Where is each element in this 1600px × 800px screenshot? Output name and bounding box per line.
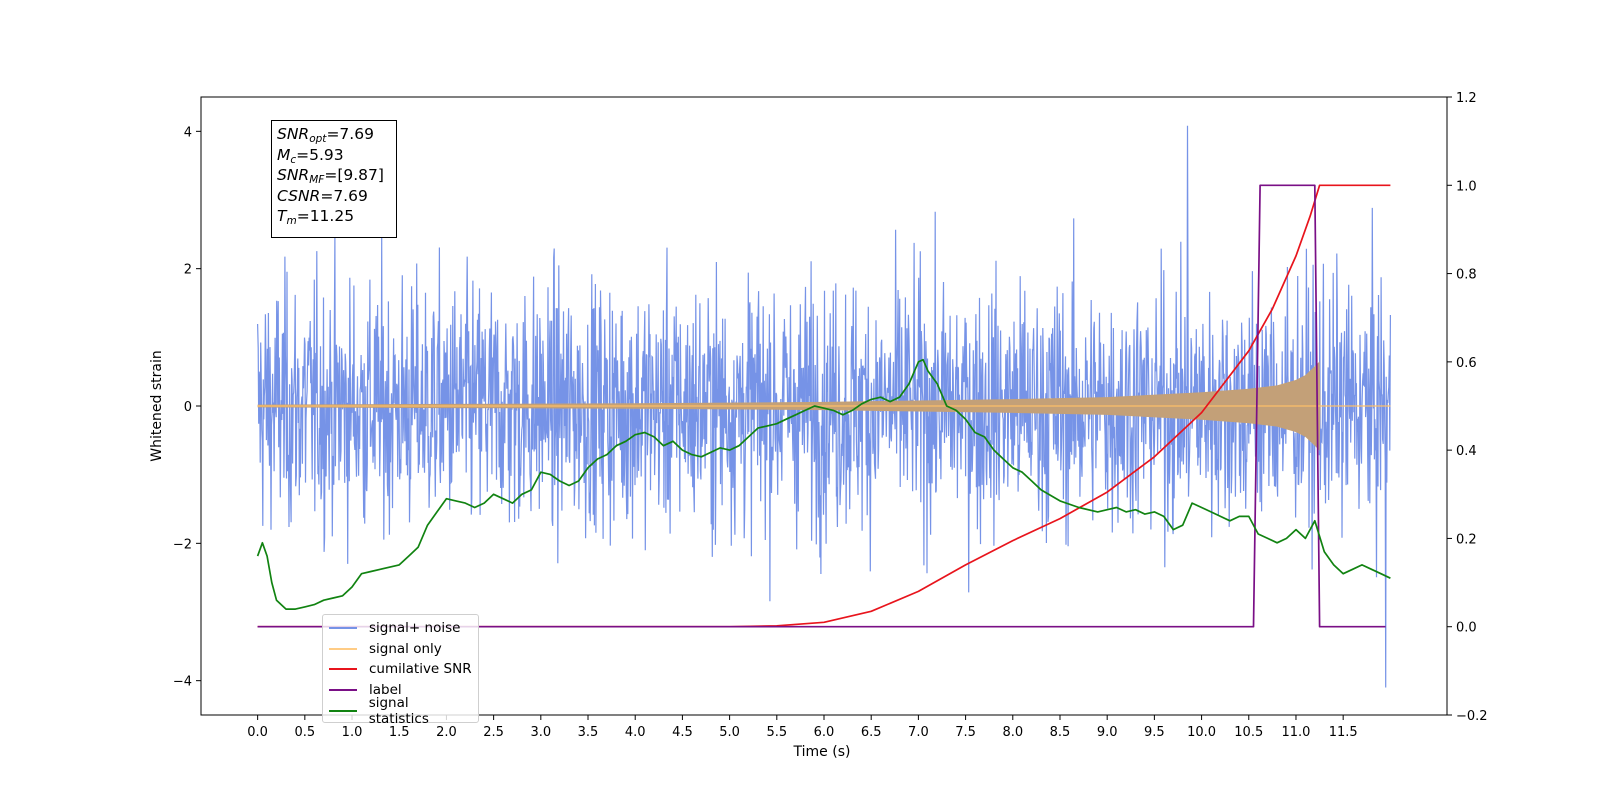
signal-statistics-line — [256, 358, 1391, 610]
y2-tick-label: 0.4 — [1456, 444, 1477, 459]
series-label — [257, 184, 1386, 628]
x-tick-label: 11.0 — [1281, 725, 1310, 740]
series-signal-statistics — [256, 358, 1391, 610]
y-axis-ticks: 4 2 0 −2 −4 — [173, 125, 201, 690]
signal-noise-line — [257, 125, 1391, 688]
x-tick-label: 5.0 — [719, 725, 740, 740]
annotation-line: Tm=11.25 — [277, 207, 355, 227]
x-tick-label: 8.5 — [1050, 725, 1071, 740]
y2-tick-label: 0.2 — [1456, 532, 1477, 547]
x-tick-label: 9.0 — [1097, 725, 1118, 740]
legend-label: cumilative SNR — [369, 661, 472, 678]
label-line — [257, 184, 1386, 628]
x-tick-label: 4.0 — [625, 725, 646, 740]
x-tick-label: 7.0 — [908, 725, 929, 740]
x-tick-label: 2.0 — [436, 725, 457, 740]
y-tick-label: −2 — [173, 537, 192, 552]
y2-tick-label: 1.2 — [1456, 91, 1477, 106]
legend-label: label — [369, 682, 402, 699]
legend-swatch — [329, 668, 357, 671]
legend-swatch — [329, 709, 357, 712]
y-tick-label: −4 — [173, 675, 192, 690]
legend-swatch — [329, 689, 357, 692]
y2-tick-label: 0.8 — [1456, 268, 1477, 283]
annotation-line: SNRopt=7.69 — [277, 125, 374, 145]
legend-entry: signal statistics — [329, 695, 472, 727]
x-tick-label: 6.0 — [814, 725, 835, 740]
x-tick-label: 4.5 — [672, 725, 693, 740]
x-tick-label: 0.5 — [294, 725, 315, 740]
y2-axis-ticks: 1.2 1.0 0.8 0.6 0.4 0.2 0.0 −0.2 — [1447, 91, 1488, 724]
x-tick-label: 5.5 — [766, 725, 787, 740]
y2-tick-label: 1.0 — [1456, 179, 1477, 194]
x-axis-title: Time (s) — [793, 744, 851, 760]
legend-swatch — [329, 647, 357, 650]
x-tick-label: 3.0 — [530, 725, 551, 740]
x-tick-label: 11.5 — [1329, 725, 1358, 740]
annotation-line: Mc=5.93 — [277, 145, 344, 166]
legend: signal+ noise signal only cumilative SNR la… — [322, 614, 479, 727]
legend-label: signal+ noise — [369, 620, 461, 637]
y2-tick-label: −0.2 — [1456, 709, 1488, 724]
x-tick-label: 6.5 — [861, 725, 882, 740]
annotation-line: SNRMF=[9.87] — [277, 166, 384, 186]
x-tick-label: 8.0 — [1002, 725, 1023, 740]
series-signal-only — [257, 361, 1391, 451]
legend-entry: signal+ noise — [329, 618, 472, 639]
legend-swatch — [329, 627, 357, 630]
annotation-line: CSNR=7.69 — [277, 186, 368, 205]
y2-tick-label: 0.6 — [1456, 356, 1477, 371]
stats-annotation-box: SNRopt=7.69 Mc=5.93 SNRMF=[9.87] CSNR=7.69 T… — [271, 120, 397, 238]
x-tick-label: 2.5 — [483, 725, 504, 740]
legend-label: signal only — [369, 640, 442, 657]
y-tick-label: 4 — [184, 125, 192, 140]
y-axis-title: Whitened strain — [149, 350, 165, 461]
legend-entry: cumilative SNR — [329, 659, 472, 680]
x-tick-label: 10.0 — [1187, 725, 1216, 740]
y-tick-label: 2 — [184, 263, 192, 278]
x-axis-ticks: 0.0 0.5 1.0 1.5 2.0 2.5 3.0 3.5 4.0 4.5 5.0 5.5 6.0 6… — [247, 715, 1358, 740]
x-tick-label: 3.5 — [578, 725, 599, 740]
x-tick-label: 0.0 — [247, 725, 268, 740]
x-tick-label: 1.0 — [342, 725, 363, 740]
x-tick-label: 1.5 — [389, 725, 410, 740]
cumulative-snr-line — [257, 184, 1391, 628]
y2-tick-label: 0.0 — [1456, 621, 1477, 636]
x-tick-label: 7.5 — [955, 725, 976, 740]
x-tick-label: 9.5 — [1144, 725, 1165, 740]
legend-entry: label — [329, 680, 472, 701]
series-cumulative-snr — [257, 184, 1391, 628]
series-signal-noise — [257, 125, 1391, 688]
y-tick-label: 0 — [184, 400, 192, 415]
legend-entry: signal only — [329, 639, 472, 660]
legend-label: signal statistics — [368, 694, 429, 727]
x-tick-label: 10.5 — [1234, 725, 1263, 740]
